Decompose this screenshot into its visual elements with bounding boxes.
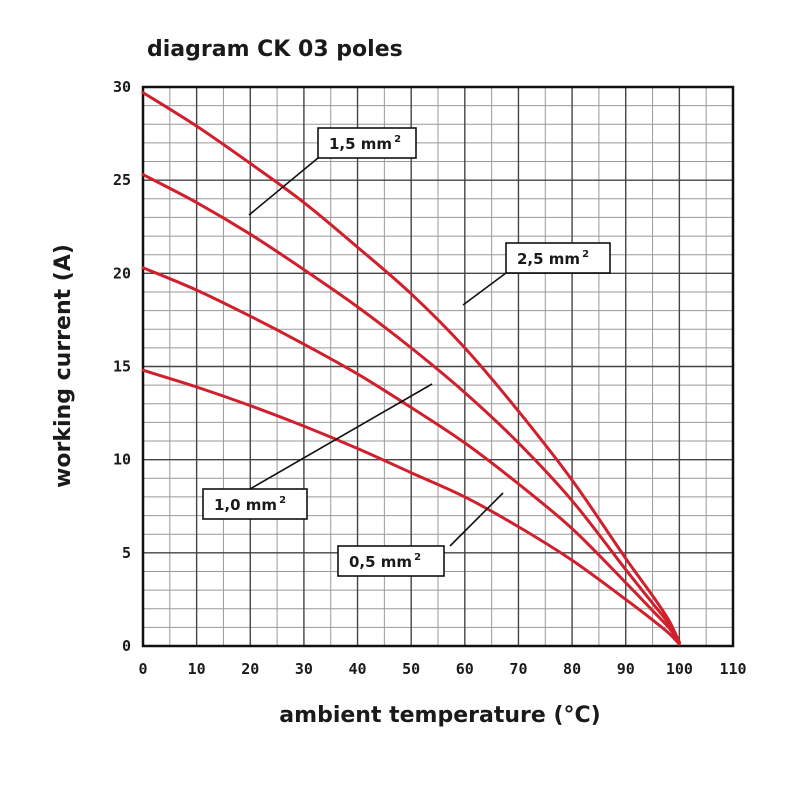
callout-box <box>317 127 417 159</box>
callout-leader <box>462 272 507 306</box>
y-axis-label: working current (A) <box>51 244 76 488</box>
series-label-superscript: 2 <box>414 552 421 563</box>
x-tick-label: 20 <box>241 660 259 678</box>
x-tick-labels: 0 10 20 30 40 50 60 70 80 90 100 110 <box>138 660 746 678</box>
series-line <box>141 368 681 646</box>
y-tick-label: 25 <box>113 171 131 189</box>
callout-box <box>505 242 611 274</box>
series-label-superscript: 2 <box>394 134 401 145</box>
series-label: 1,5 mm 2 <box>329 134 401 153</box>
series-line <box>141 173 681 644</box>
x-tick-label: 50 <box>402 660 420 678</box>
y-tick-label: 20 <box>113 264 131 282</box>
series-line <box>141 91 681 644</box>
callout-leader <box>449 492 504 547</box>
series-label-superscript: 2 <box>582 249 589 260</box>
series-label: 1,0 mm 2 <box>214 495 286 514</box>
x-tick-label: 10 <box>188 660 206 678</box>
series-line <box>141 266 681 644</box>
x-tick-label: 0 <box>138 660 147 678</box>
series-label-superscript: 2 <box>279 495 286 506</box>
x-tick-label: 30 <box>295 660 313 678</box>
y-tick-labels: 0 5 10 15 20 25 30 <box>113 78 131 655</box>
x-tick-label: 110 <box>719 660 746 678</box>
x-tick-label: 90 <box>617 660 635 678</box>
series-layer <box>141 91 681 646</box>
x-axis-label: ambient temperature (°C) <box>279 703 600 728</box>
chart-title: diagram CK 03 poles <box>147 37 403 62</box>
y-tick-label: 0 <box>122 637 131 655</box>
series-label: 2,5 mm 2 <box>517 249 589 268</box>
x-tick-label: 40 <box>349 660 367 678</box>
plot-frame <box>141 85 735 648</box>
x-tick-label: 80 <box>563 660 581 678</box>
y-tick-label: 10 <box>113 451 131 469</box>
x-tick-label: 70 <box>509 660 527 678</box>
x-tick-label: 100 <box>666 660 693 678</box>
callout-leader <box>249 383 433 490</box>
y-tick-label: 5 <box>122 544 131 562</box>
callout-layer: 1,5 mm 2 2,5 mm 2 1,0 mm 2 0,5 mm 2 <box>202 127 611 577</box>
callout-box <box>202 488 308 520</box>
callout-box <box>337 545 445 577</box>
series-label: 0,5 mm 2 <box>349 552 421 571</box>
y-tick-label: 15 <box>113 358 131 376</box>
y-tick-label: 30 <box>113 78 131 96</box>
x-tick-label: 60 <box>456 660 474 678</box>
callout-leader <box>248 157 319 216</box>
